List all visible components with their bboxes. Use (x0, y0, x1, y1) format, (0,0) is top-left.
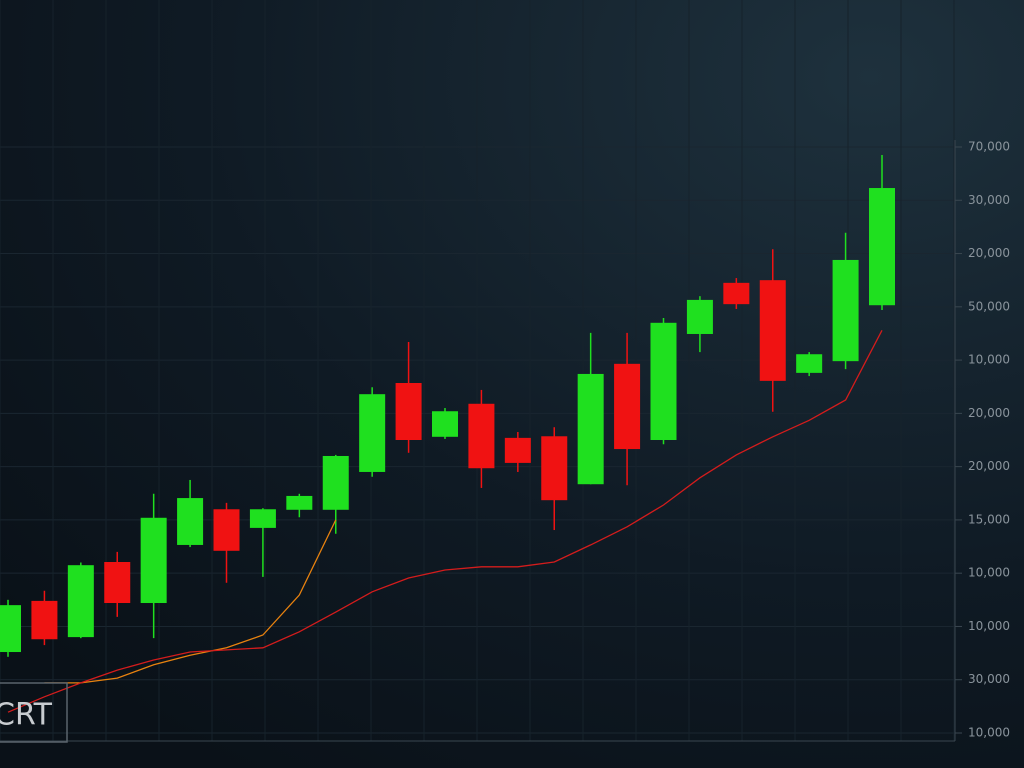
y-tick-label: 30,000 (968, 672, 1010, 686)
candle-body (796, 354, 823, 373)
candle-body (468, 403, 495, 469)
candle-body (104, 561, 131, 604)
y-tick-label: 10,000 (968, 726, 1010, 740)
candle-body (31, 600, 58, 640)
moving-average-line (44, 519, 337, 684)
plot (0, 154, 895, 713)
candle-body (832, 259, 859, 362)
y-tick-label: 10,000 (968, 566, 1010, 580)
candle-body (249, 509, 276, 528)
y-tick-label: 15,000 (968, 512, 1010, 526)
y-tick-label: 20,000 (968, 246, 1010, 260)
candle-body (359, 394, 386, 472)
candle-body (650, 322, 677, 440)
candle-body (286, 495, 313, 510)
y-tick-label: 10,000 (968, 353, 1010, 367)
candle-body (614, 363, 641, 450)
watermark: CRT (0, 698, 53, 733)
moving-average-line (7, 329, 883, 713)
y-tick-label: 70,000 (968, 140, 1010, 154)
candle-body (577, 373, 604, 485)
candle-body (67, 565, 94, 638)
candle-body (140, 517, 167, 604)
candle-body (177, 498, 204, 545)
candle-body (0, 605, 21, 653)
candle-body (723, 282, 750, 305)
y-tick-label: 20,000 (968, 459, 1010, 473)
watermark-box (0, 682, 68, 743)
candle-body (395, 382, 422, 440)
candle-body (504, 437, 531, 463)
candle-body (322, 455, 349, 510)
candle-body (686, 299, 713, 334)
y-tick-label: 50,000 (968, 299, 1010, 313)
candle-body (759, 280, 786, 381)
grid (0, 0, 955, 741)
candle-body (432, 411, 458, 437)
candle-body (869, 188, 895, 306)
candle-body (213, 509, 240, 551)
candle-body (541, 436, 568, 501)
y-tick-label: 30,000 (968, 193, 1010, 207)
y-tick-label: 10,000 (968, 619, 1010, 633)
y-tick-label: 20,000 (968, 406, 1010, 420)
